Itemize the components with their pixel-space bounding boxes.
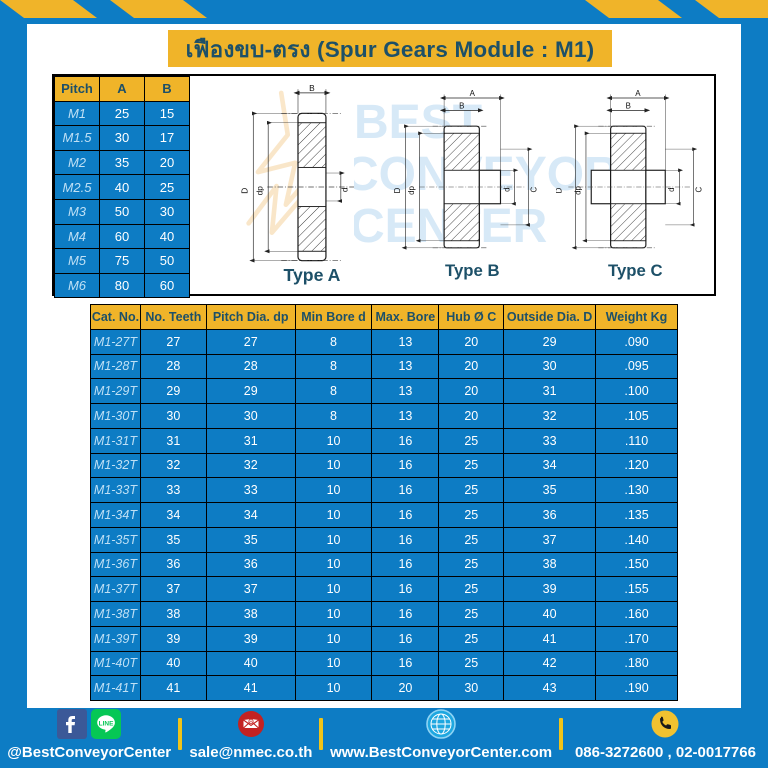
svg-text:A: A bbox=[470, 89, 476, 98]
svg-text:Type C: Type C bbox=[608, 261, 663, 280]
svg-text:C: C bbox=[530, 187, 539, 193]
svg-text:Type B: Type B bbox=[445, 261, 500, 280]
svg-text:B: B bbox=[309, 83, 315, 93]
svg-text:D: D bbox=[556, 187, 563, 193]
svg-text:LINE: LINE bbox=[99, 720, 114, 727]
svg-text:D: D bbox=[240, 188, 250, 194]
svg-text:d: d bbox=[502, 187, 511, 191]
svg-text:C: C bbox=[694, 187, 703, 193]
svg-text:D: D bbox=[393, 187, 402, 193]
svg-text:B: B bbox=[459, 102, 464, 111]
svg-text:d: d bbox=[339, 187, 349, 192]
svg-text:Type A: Type A bbox=[283, 265, 340, 285]
svg-text:B: B bbox=[626, 102, 631, 111]
svg-text:dp: dp bbox=[407, 186, 416, 195]
svg-text:d: d bbox=[667, 187, 676, 191]
svg-text:dp: dp bbox=[574, 186, 583, 195]
svg-text:A: A bbox=[635, 89, 641, 98]
svg-text:dp: dp bbox=[255, 186, 265, 196]
